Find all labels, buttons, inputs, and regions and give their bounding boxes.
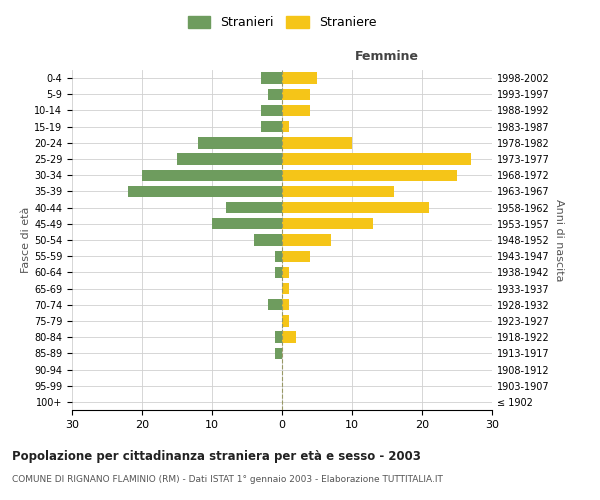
Bar bbox=[282, 250, 310, 262]
Bar bbox=[282, 218, 373, 230]
Bar bbox=[282, 137, 352, 148]
Bar bbox=[275, 348, 282, 359]
Bar bbox=[268, 299, 282, 310]
Text: Femmine: Femmine bbox=[355, 50, 419, 63]
Legend: Stranieri, Straniere: Stranieri, Straniere bbox=[183, 11, 381, 34]
Bar bbox=[282, 121, 289, 132]
Bar bbox=[282, 186, 394, 197]
Bar bbox=[128, 186, 282, 197]
Bar bbox=[282, 88, 310, 100]
Bar bbox=[282, 202, 429, 213]
Bar bbox=[142, 170, 282, 181]
Bar bbox=[261, 121, 282, 132]
Bar bbox=[275, 332, 282, 343]
Bar bbox=[282, 316, 289, 326]
Text: COMUNE DI RIGNANO FLAMINIO (RM) - Dati ISTAT 1° gennaio 2003 - Elaborazione TUTT: COMUNE DI RIGNANO FLAMINIO (RM) - Dati I… bbox=[12, 475, 443, 484]
Y-axis label: Fasce di età: Fasce di età bbox=[21, 207, 31, 273]
Bar bbox=[261, 72, 282, 84]
Bar bbox=[275, 250, 282, 262]
Bar bbox=[198, 137, 282, 148]
Bar bbox=[275, 266, 282, 278]
Bar bbox=[282, 332, 296, 343]
Bar bbox=[254, 234, 282, 246]
Bar bbox=[282, 72, 317, 84]
Bar bbox=[282, 234, 331, 246]
Bar bbox=[282, 266, 289, 278]
Bar bbox=[282, 283, 289, 294]
Bar bbox=[282, 105, 310, 116]
Bar bbox=[177, 154, 282, 164]
Bar bbox=[261, 105, 282, 116]
Bar bbox=[282, 299, 289, 310]
Y-axis label: Anni di nascita: Anni di nascita bbox=[554, 198, 563, 281]
Text: Popolazione per cittadinanza straniera per età e sesso - 2003: Popolazione per cittadinanza straniera p… bbox=[12, 450, 421, 463]
Bar bbox=[282, 154, 471, 164]
Bar bbox=[226, 202, 282, 213]
Bar bbox=[282, 170, 457, 181]
Bar bbox=[212, 218, 282, 230]
Bar bbox=[268, 88, 282, 100]
